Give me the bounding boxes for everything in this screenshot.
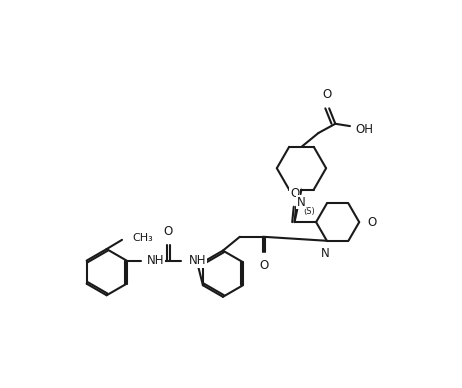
Text: CH₃: CH₃ <box>133 232 153 242</box>
Text: NH: NH <box>146 254 164 267</box>
Text: O: O <box>290 187 299 200</box>
Text: (S): (S) <box>303 207 315 216</box>
Text: O: O <box>322 88 332 101</box>
Text: N: N <box>321 247 330 260</box>
Text: N: N <box>297 196 306 209</box>
Text: O: O <box>367 216 376 229</box>
Text: O: O <box>259 259 268 272</box>
Text: OH: OH <box>355 123 373 136</box>
Text: O: O <box>164 225 173 238</box>
Text: NH: NH <box>189 254 207 267</box>
